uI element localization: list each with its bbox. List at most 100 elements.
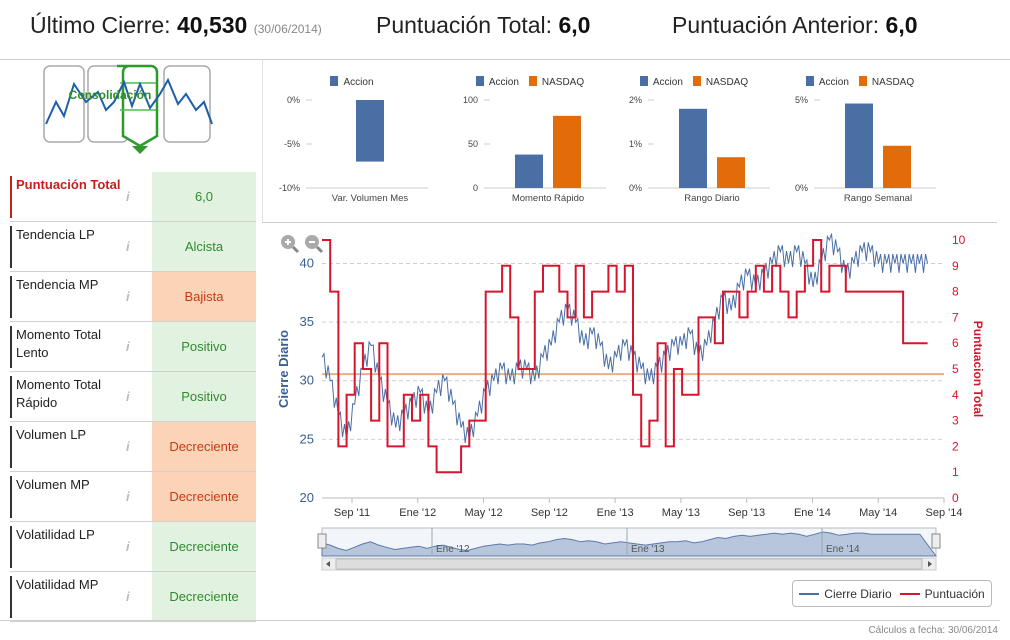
score-value: Bajista [152,272,256,321]
y-tick-label: 35 [300,314,314,329]
legend-score-label: Puntuación [924,586,985,601]
y2-axis-title: Puntuacion Total [971,321,985,417]
info-icon[interactable]: i [126,339,130,354]
y-tick-label: 2% [629,95,642,105]
navigator-tick-label: Ene '13 [631,544,665,555]
scroll-left-arrow-icon[interactable] [326,561,330,567]
legend-entry[interactable]: NASDAQ [692,76,748,88]
legend-entry[interactable]: NASDAQ [528,76,584,88]
score-label: Momento Total Lento [10,326,122,368]
mini-chart-legend: Accion [272,76,432,88]
y-tick-label: -5% [284,139,300,149]
score-label: Tendencia LP [10,226,122,268]
score-row: Volumen MP i Decreciente [10,472,256,522]
score-value: Decreciente [152,572,256,621]
y-tick-label: 30 [300,373,314,388]
scroll-right-arrow-icon[interactable] [928,561,932,567]
x-tick-label: Ene '12 [399,507,436,519]
mini-chart-svg: 100 50 0 Momento Rápido [463,95,606,204]
previous-score: Puntuación Anterior: 6,0 [672,12,918,39]
bar-accion [515,154,543,188]
y-tick-label: 40 [300,255,314,270]
legend-entry[interactable]: NASDAQ [858,76,915,88]
y-tick-label: 1% [629,139,642,149]
x-tick-label: Sep '14 [926,507,963,519]
main-price-score-chart: 20 25 30 35 40 0 1 2 3 4 5 6 7 8 9 10 Cierre Diario Puntu… [276,228,996,578]
x-axis-label: Rango Diario [684,193,739,204]
score-row: Momento Total Rápido i Positivo [10,372,256,422]
x-axis-label: Momento Rápido [512,193,584,204]
score-row: Tendencia MP i Bajista [10,272,256,322]
legend-swatch [858,76,867,86]
y2-tick-label: 3 [952,414,959,428]
y-tick-label: 0% [629,183,642,193]
x-tick-label: Sep '13 [728,507,765,519]
x-tick-label: Sep '12 [531,507,568,519]
y-tick-label: -10% [279,183,300,193]
info-icon[interactable]: i [126,539,130,554]
navigator-series [321,531,937,557]
legend-label: Accion [488,77,519,88]
y2-tick-label: 6 [952,336,959,350]
legend-swatch [639,76,648,86]
zoom-out-icon[interactable] [305,235,324,254]
y-tick-label: 5% [795,95,808,105]
score-value: Positivo [152,372,256,421]
bar-accion [679,108,707,188]
series-puntuacion [322,239,928,474]
mini-chart-svg: 2% 1% 0% Rango Diario [629,95,770,204]
score-value: Positivo [152,322,256,371]
score-label: Puntuación Total [10,176,122,218]
info-icon[interactable]: i [126,189,130,204]
info-icon[interactable]: i [126,389,130,404]
last-close-label: Último Cierre: [30,12,171,38]
x-axis-label: Rango Semanal [844,193,912,204]
x-tick-label: May '12 [464,507,502,519]
x-tick-label: Ene '14 [794,507,831,519]
score-row: Volatilidad MP i Decreciente [10,572,256,622]
legend-label: NASDAQ [871,77,915,88]
y-tick-label: 0 [473,183,478,193]
x-tick-label: May '14 [859,507,897,519]
score-row: Tendencia LP i Alcista [10,222,256,272]
legend-item-price[interactable]: Cierre Diario [799,587,892,601]
zoom-in-handle [291,245,300,254]
legend-label: Accion [652,77,683,88]
legend-entry[interactable]: Accion [330,76,374,88]
total-score: Puntuación Total: 6,0 [376,12,590,39]
mini-chart-legend: Accion NASDAQ [780,76,940,88]
zoom-in-icon[interactable] [281,235,300,254]
chart-fast-momentum: Accion NASDAQ 100 50 0 Momento Rápido [450,68,610,216]
main-chart-legend: Cierre Diario Puntuación [792,580,992,607]
scrollbar-thumb[interactable] [335,558,923,570]
legend-entry[interactable]: Accion [475,76,519,88]
legend-price-swatch [799,593,820,596]
previous-score-label: Puntuación Anterior: [672,12,880,38]
y2-tick-label: 7 [952,310,959,324]
y2-tick-label: 5 [952,362,959,376]
legend-item-score[interactable]: Puntuación [899,586,985,601]
pattern-label: Consolidación [68,88,152,102]
navigator-left-handle[interactable] [317,533,327,549]
navigator-tick-label: Ene '12 [436,544,470,555]
y-tick-label: 0% [287,95,300,105]
x-axis-label: Var. Volumen Mes [332,193,409,204]
info-icon[interactable]: i [126,589,130,604]
score-row: Volatilidad LP i Decreciente [10,522,256,572]
main-chart-svg: 20 25 30 35 40 0 1 2 3 4 5 6 7 8 9 10 Cierre Diario Puntu… [276,233,985,571]
consolidation-pattern-icon [43,64,213,154]
legend-swatch [475,76,484,86]
info-icon[interactable]: i [126,489,130,504]
legend-entry[interactable]: Accion [639,76,683,88]
navigator-tick-label: Ene '14 [826,544,860,555]
info-icon[interactable]: i [126,439,130,454]
y2-tick-label: 2 [952,439,959,453]
score-value: Decreciente [152,422,256,471]
info-icon[interactable]: i [126,289,130,304]
last-close: Último Cierre: 40,530 (30/06/2014) [30,12,322,39]
score-label: Volatilidad LP [10,526,122,568]
navigator-right-handle[interactable] [931,533,941,549]
series-cierre-diario [321,233,929,443]
legend-entry[interactable]: Accion [805,76,849,88]
info-icon[interactable]: i [126,239,130,254]
